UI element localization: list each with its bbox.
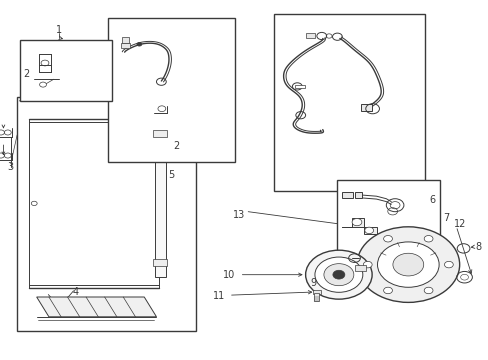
Text: 3: 3 bbox=[8, 162, 14, 172]
Bar bbox=[20, 40, 112, 101]
Bar bbox=[360, 104, 371, 111]
Circle shape bbox=[383, 235, 392, 242]
Text: 12: 12 bbox=[452, 219, 465, 229]
Text: 10: 10 bbox=[222, 270, 235, 280]
Text: 7: 7 bbox=[442, 213, 448, 223]
Polygon shape bbox=[37, 297, 156, 317]
Bar bbox=[294, 85, 304, 88]
Bar bbox=[305, 33, 315, 38]
Bar bbox=[273, 14, 425, 191]
Bar bbox=[152, 259, 167, 266]
Text: 2: 2 bbox=[173, 141, 179, 151]
Circle shape bbox=[364, 227, 373, 234]
Bar bbox=[29, 119, 159, 288]
Bar bbox=[337, 180, 439, 256]
Bar bbox=[121, 43, 130, 48]
Bar bbox=[152, 130, 167, 137]
Circle shape bbox=[40, 82, 46, 87]
Circle shape bbox=[363, 261, 371, 268]
Text: 9: 9 bbox=[309, 278, 315, 288]
Circle shape bbox=[332, 270, 344, 279]
Text: 13: 13 bbox=[232, 210, 244, 220]
Bar bbox=[312, 290, 320, 294]
Bar bbox=[122, 37, 129, 43]
Circle shape bbox=[323, 264, 353, 286]
Text: 8: 8 bbox=[474, 242, 480, 252]
Bar bbox=[155, 140, 165, 277]
Bar bbox=[17, 97, 195, 331]
Polygon shape bbox=[342, 218, 376, 234]
Circle shape bbox=[377, 242, 438, 287]
Circle shape bbox=[314, 257, 362, 292]
Bar bbox=[107, 18, 234, 162]
Text: 4: 4 bbox=[72, 287, 78, 297]
Text: 2: 2 bbox=[23, 69, 29, 79]
Circle shape bbox=[351, 219, 361, 226]
Circle shape bbox=[444, 261, 452, 268]
Bar bbox=[342, 192, 352, 198]
Circle shape bbox=[383, 287, 392, 294]
Bar bbox=[314, 293, 319, 301]
Text: 11: 11 bbox=[212, 291, 225, 301]
Circle shape bbox=[423, 287, 432, 294]
Bar bbox=[354, 192, 362, 198]
Circle shape bbox=[137, 42, 142, 46]
Text: 6: 6 bbox=[429, 195, 435, 205]
Circle shape bbox=[392, 253, 423, 276]
Bar bbox=[354, 265, 366, 271]
Circle shape bbox=[423, 235, 432, 242]
Text: 1: 1 bbox=[56, 25, 61, 35]
Circle shape bbox=[356, 227, 459, 302]
Circle shape bbox=[305, 250, 371, 299]
Text: 5: 5 bbox=[168, 170, 174, 180]
